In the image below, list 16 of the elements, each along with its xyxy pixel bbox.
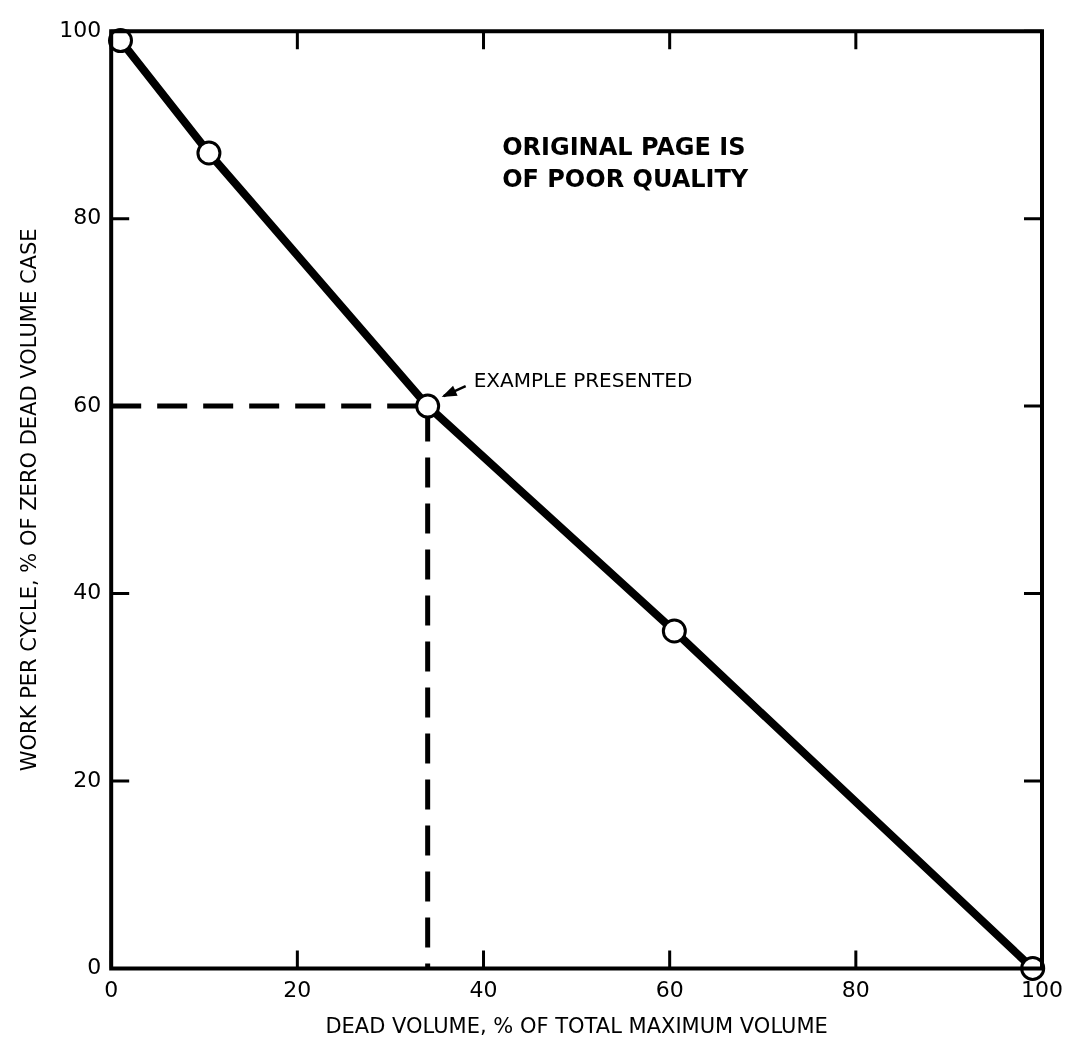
- x-tick-label: 0: [104, 977, 119, 1003]
- x-axis-title: DEAD VOLUME, % OF TOTAL MAXIMUM VOLUME: [325, 1013, 828, 1038]
- y-tick-label: 80: [73, 204, 102, 230]
- y-tick-label: 0: [87, 954, 102, 980]
- annotation: ORIGINAL PAGE IS OF POOR QUALITY: [502, 132, 749, 193]
- x-tick-label: 20: [283, 977, 312, 1003]
- y-tick-label: 20: [73, 766, 102, 792]
- annotation: EXAMPLE PRESENTED: [473, 368, 693, 393]
- y-axis-title: WORK PER CYCLE, % OF ZERO DEAD VOLUME CASE: [17, 228, 42, 772]
- x-tick-label: 40: [469, 977, 498, 1003]
- x-tick-label: 100: [1021, 977, 1063, 1003]
- y-tick-label: 100: [59, 16, 102, 42]
- y-tick-label: 40: [73, 579, 102, 605]
- x-tick-label: 80: [841, 977, 870, 1003]
- x-tick-label: 60: [655, 977, 684, 1003]
- y-tick-label: 60: [73, 391, 102, 417]
